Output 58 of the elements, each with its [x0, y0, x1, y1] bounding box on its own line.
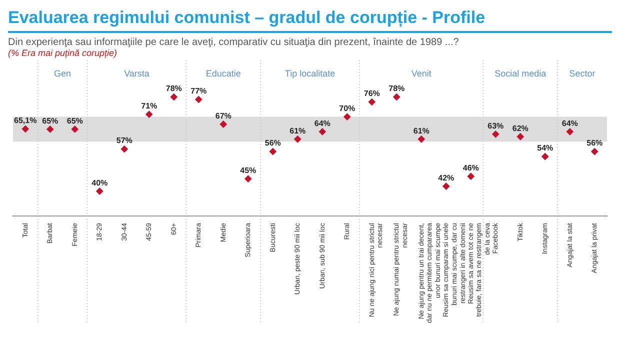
data-label: 54%	[537, 144, 554, 153]
point	[566, 128, 574, 136]
text: Varsta	[124, 68, 150, 78]
text: Educatie	[206, 68, 241, 78]
data-label: 46%	[462, 164, 479, 173]
point	[591, 148, 598, 156]
data-label: 65%	[42, 116, 58, 126]
text: Venit	[411, 68, 432, 78]
data-label: 40%	[92, 178, 108, 188]
point	[195, 96, 202, 103]
data-label: 65%	[66, 116, 83, 126]
data-label: 65,1%	[14, 116, 37, 126]
point	[393, 93, 400, 100]
point	[120, 146, 128, 153]
point	[220, 120, 227, 128]
data-label: 64%	[314, 118, 330, 128]
data-label: 61%	[413, 126, 430, 136]
point	[46, 126, 54, 133]
point	[467, 172, 474, 180]
point	[542, 152, 549, 160]
point	[492, 130, 500, 138]
data-label: 45%	[240, 166, 256, 176]
point	[368, 98, 376, 106]
point	[442, 182, 450, 190]
data-label: 56%	[586, 138, 603, 148]
data-label: 78%	[166, 84, 182, 94]
data-label: 63%	[488, 121, 504, 130]
point	[516, 133, 524, 140]
point	[244, 175, 252, 182]
point	[170, 93, 178, 100]
point	[22, 125, 29, 132]
text: Sector	[569, 68, 596, 78]
data-label: 71%	[141, 102, 158, 111]
chart-subtitle: Din experienţa sau informaţiile pe care le aveţi, comparativ cu situaţia din prezent, înainte de 1989 ...?	[8, 37, 460, 48]
data-label: 77%	[190, 86, 207, 96]
text: (% Era mai puțină corupție)	[8, 48, 118, 58]
chart-title: Evaluarea regimului comunist – gradul de corupție - Profile	[8, 8, 612, 33]
data-label: 61%	[290, 126, 306, 136]
data-label: 67%	[215, 111, 232, 120]
data-label: 78%	[388, 84, 405, 94]
point	[294, 136, 302, 143]
point	[344, 113, 351, 120]
data-label: 64%	[562, 118, 578, 128]
point	[96, 188, 104, 195]
data-label: 76%	[364, 89, 380, 98]
data-label: 56%	[264, 138, 281, 148]
data-label: 42%	[438, 173, 454, 182]
data-label: 62%	[512, 124, 528, 133]
text: Social media	[494, 68, 546, 78]
point	[146, 110, 153, 118]
point	[418, 136, 425, 143]
data-label: 70%	[339, 104, 356, 114]
text: Gen	[54, 68, 72, 78]
point	[71, 126, 78, 133]
point	[269, 148, 276, 156]
point	[318, 128, 326, 136]
text: Tip localitate	[284, 68, 336, 78]
data-label: 57%	[116, 136, 132, 146]
